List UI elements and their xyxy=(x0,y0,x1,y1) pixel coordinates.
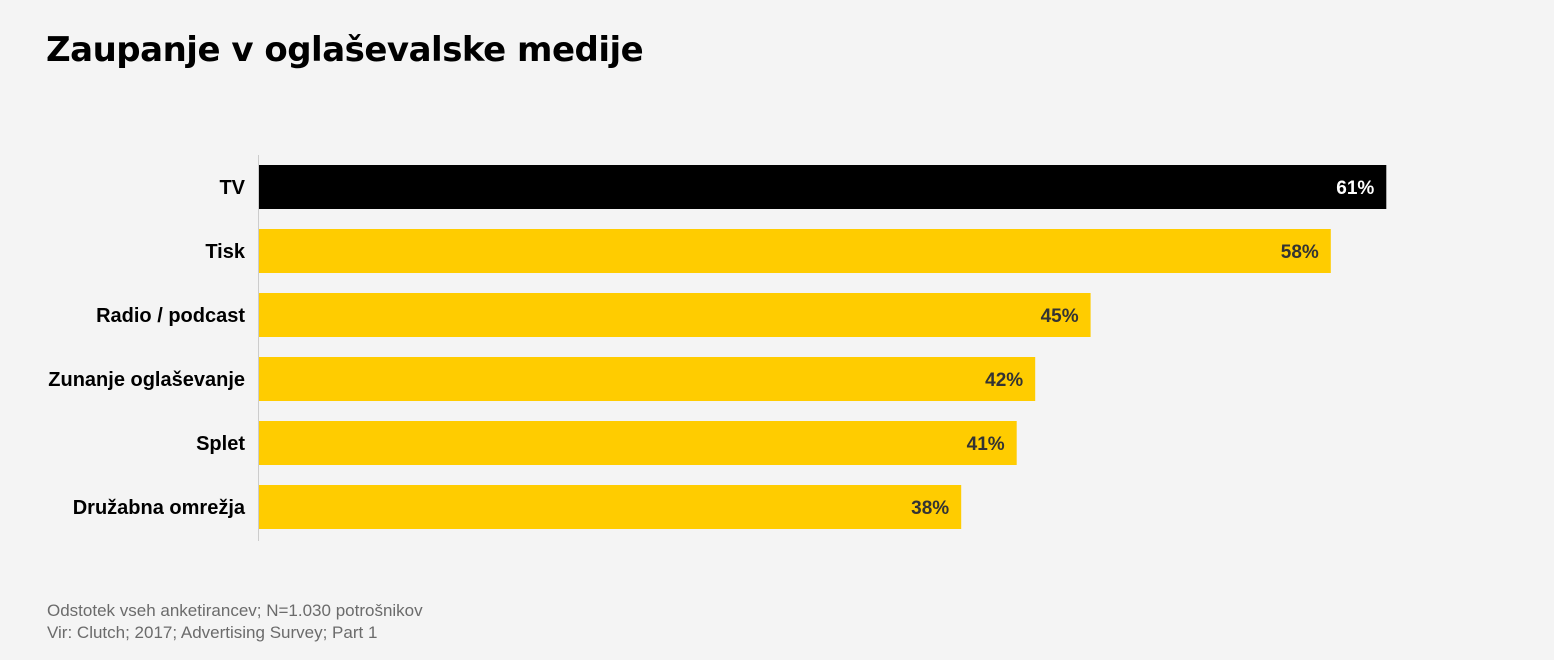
value-label: 58% xyxy=(1281,242,1319,263)
value-label: 45% xyxy=(1041,306,1079,327)
value-label: 41% xyxy=(967,434,1005,455)
category-label: Tisk xyxy=(205,241,246,263)
category-label: Radio / podcast xyxy=(96,305,245,327)
category-label: Družabna omrežja xyxy=(73,497,246,519)
footnote-sample-note: Odstotek vseh anketirancev; N=1.030 potr… xyxy=(47,601,423,620)
chart-title: Zaupanje v oglaševalske medije xyxy=(46,30,644,70)
bar-3 xyxy=(259,357,1036,401)
value-label: 42% xyxy=(985,370,1023,391)
footnote-source: Vir: Clutch; 2017; Advertising Survey; P… xyxy=(47,623,378,642)
value-label: 61% xyxy=(1336,178,1374,199)
bar-5 xyxy=(259,485,962,529)
bar-2 xyxy=(259,293,1091,337)
bar-0 xyxy=(259,165,1387,209)
bar-4 xyxy=(259,421,1017,465)
value-label: 38% xyxy=(911,498,949,519)
bar-1 xyxy=(259,229,1331,273)
category-label: Splet xyxy=(196,433,245,455)
category-label: Zunanje oglaševanje xyxy=(48,369,245,391)
bars-group: TV 61% Tisk 58% Radio / podcast 45% Zunanje og… xyxy=(48,165,1387,529)
category-label: TV xyxy=(219,177,245,199)
footnote: Odstotek vseh anketirancev; N=1.030 potr… xyxy=(47,600,423,644)
